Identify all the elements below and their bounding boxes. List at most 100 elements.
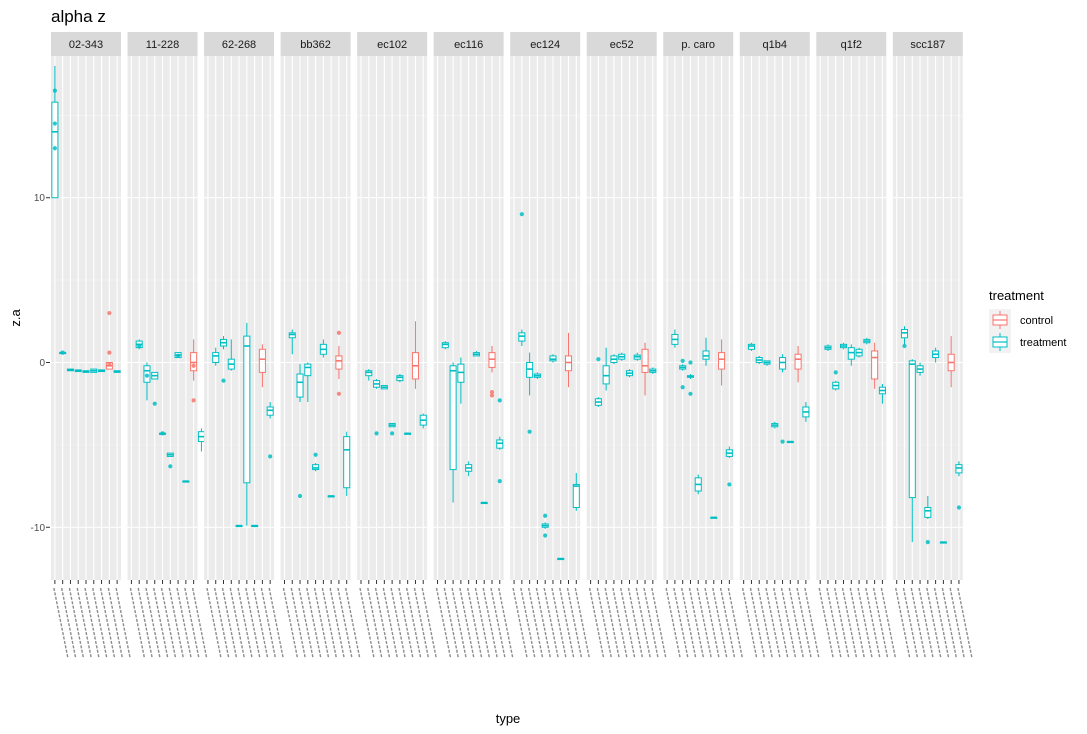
box-iqr xyxy=(924,506,932,518)
box-iqr xyxy=(304,363,312,377)
chart-title: alpha z xyxy=(51,7,106,26)
x-tick-label xyxy=(337,587,353,659)
x-tick-label xyxy=(895,587,911,659)
x-tick-label xyxy=(520,587,536,659)
x-tick-label xyxy=(451,587,467,659)
box-treatment xyxy=(900,326,909,349)
x-tick-label xyxy=(321,587,338,659)
facet-strip xyxy=(204,32,275,56)
data-point xyxy=(680,358,685,363)
box-treatment xyxy=(319,339,327,358)
box-treatment xyxy=(572,472,580,511)
box-treatment xyxy=(419,413,427,429)
x-tick-label xyxy=(527,587,544,659)
box-treatment xyxy=(166,452,174,469)
x-tick-label xyxy=(68,587,85,659)
x-tick-label xyxy=(719,587,736,659)
box-iqr xyxy=(343,436,351,489)
facet-strip-label: 11-228 xyxy=(146,39,179,51)
facet-strip xyxy=(892,32,963,56)
box-treatment xyxy=(143,362,151,401)
box-treatment xyxy=(288,329,296,355)
x-tick-label xyxy=(643,587,659,659)
box-treatment xyxy=(649,367,657,375)
y-tick-label: -10 xyxy=(31,523,46,534)
box-iqr xyxy=(602,365,610,385)
data-point xyxy=(833,370,838,375)
x-tick-label xyxy=(282,587,299,659)
box-treatment xyxy=(610,354,618,365)
x-tick-label xyxy=(780,587,797,659)
x-tick-label xyxy=(413,587,430,659)
box-treatment xyxy=(786,440,794,444)
facet-strip-label: 62-268 xyxy=(222,39,256,51)
x-tick-label xyxy=(566,587,583,659)
box-treatment xyxy=(908,359,916,543)
x-tick-label xyxy=(129,587,146,659)
box-iqr xyxy=(518,332,526,342)
x-tick-label xyxy=(704,587,720,659)
box-iqr xyxy=(747,343,755,350)
facet-panel: p. caro xyxy=(663,32,744,659)
box-iqr xyxy=(549,355,557,362)
data-point xyxy=(107,362,112,367)
box-treatment xyxy=(396,374,404,383)
x-tick-label xyxy=(184,587,200,659)
box-iqr xyxy=(908,360,916,499)
box-treatment xyxy=(388,422,396,436)
facet-strip xyxy=(739,32,810,56)
data-point xyxy=(52,146,57,151)
facet-strip xyxy=(280,32,351,56)
data-point xyxy=(191,363,196,368)
x-tick-label xyxy=(382,587,399,659)
x-tick-label xyxy=(466,587,483,659)
box-treatment xyxy=(771,421,779,429)
legend-label: control xyxy=(1020,315,1053,327)
x-tick-label xyxy=(680,587,697,659)
box-treatment xyxy=(59,350,67,355)
box-treatment xyxy=(404,432,412,435)
box-iqr xyxy=(190,352,198,372)
x-tick-label xyxy=(160,587,177,659)
box-treatment xyxy=(174,352,182,359)
x-tick-label xyxy=(673,587,689,659)
x-tick-label xyxy=(115,587,131,659)
x-tick-label xyxy=(229,587,245,659)
x-tick-label xyxy=(841,587,858,659)
facet-strip xyxy=(510,32,581,56)
x-tick-label xyxy=(872,587,889,659)
x-tick-label xyxy=(612,587,628,659)
box-treatment xyxy=(327,495,335,498)
box-treatment xyxy=(227,339,235,371)
box-treatment xyxy=(312,452,320,472)
box-treatment xyxy=(90,368,98,373)
data-point xyxy=(313,452,318,457)
facet-panel: ec52 xyxy=(586,32,667,659)
x-tick-label xyxy=(665,587,681,659)
x-tick-label xyxy=(237,587,253,659)
x-tick-label xyxy=(926,587,942,659)
box-treatment xyxy=(832,370,840,391)
x-tick-label xyxy=(329,587,345,659)
data-point xyxy=(107,350,112,355)
x-tick-label xyxy=(221,587,238,659)
box-treatment xyxy=(151,371,159,406)
box-treatment xyxy=(755,355,763,365)
x-tick-label xyxy=(543,587,559,659)
x-tick-label xyxy=(290,587,306,659)
x-tick-label xyxy=(849,587,865,659)
box-treatment xyxy=(243,322,251,526)
box-treatment xyxy=(480,501,488,505)
x-tick-label xyxy=(880,587,897,659)
x-tick-label xyxy=(367,587,383,659)
box-control xyxy=(411,321,419,389)
box-treatment xyxy=(496,398,504,484)
box-iqr xyxy=(396,375,404,382)
x-tick-label xyxy=(727,587,744,659)
x-tick-label xyxy=(435,587,452,659)
box-treatment xyxy=(158,431,167,436)
facet-panel: 11-228 xyxy=(127,32,208,659)
facet-strip xyxy=(433,32,504,56)
box-treatment xyxy=(686,360,694,396)
x-tick-label xyxy=(60,587,77,659)
